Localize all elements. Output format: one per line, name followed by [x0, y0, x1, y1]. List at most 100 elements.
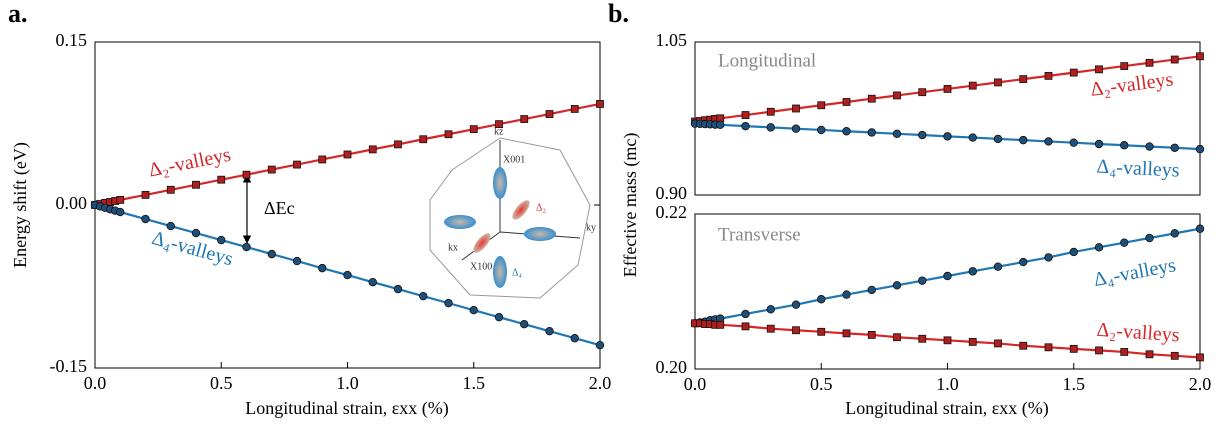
- data-point: [343, 270, 352, 280]
- data-point: [1019, 135, 1028, 145]
- data-point: [192, 180, 200, 189]
- inset-valley: [524, 227, 556, 241]
- data-point: [1095, 346, 1103, 355]
- panel-subtitle: Transverse: [718, 224, 801, 245]
- data-point: [741, 309, 750, 319]
- annotation: ΔEc: [264, 198, 295, 218]
- data-point: [1094, 243, 1104, 252]
- data-point: [141, 190, 150, 199]
- data-point: [867, 128, 876, 137]
- data-point: [545, 110, 554, 118]
- data-point: [217, 235, 226, 245]
- y-axis-label: Energy shift (eV): [10, 142, 31, 268]
- data-point: [1170, 143, 1179, 152]
- data-point: [791, 300, 801, 309]
- data-point: [918, 276, 927, 285]
- y-tick-label: 0.90: [656, 183, 688, 203]
- inset-label: X001: [503, 154, 525, 165]
- data-point: [918, 334, 927, 343]
- data-point: [792, 104, 800, 113]
- data-point: [444, 130, 453, 139]
- data-point: [1170, 229, 1179, 238]
- data-point: [141, 214, 150, 224]
- x-tick-label: 0.0: [684, 374, 707, 394]
- x-tick-label: 0.5: [810, 374, 833, 394]
- data-point: [968, 267, 977, 276]
- data-point: [1069, 344, 1078, 353]
- data-point: [1196, 52, 1204, 61]
- data-point: [1195, 144, 1205, 154]
- data-point: [867, 94, 876, 103]
- data-point: [943, 271, 952, 281]
- inset-valley: [473, 233, 491, 253]
- data-point: [570, 105, 579, 113]
- y-tick-label: 0.22: [656, 202, 688, 222]
- data-point: [318, 155, 327, 164]
- x-axis-label: Longitudinal strain, εxx (%): [245, 398, 449, 419]
- data-point: [1044, 137, 1053, 146]
- data-point: [1094, 139, 1104, 149]
- data-point: [217, 175, 226, 184]
- data-point: [520, 115, 529, 123]
- y-axis-label: Effective mass (mc): [620, 133, 641, 278]
- data-point: [842, 329, 851, 338]
- data-point: [469, 125, 478, 134]
- inset-label: X100: [470, 261, 492, 272]
- data-point: [968, 81, 977, 90]
- data-point: [842, 127, 851, 136]
- data-point: [842, 290, 851, 299]
- series-label: Δ₄-valleys: [1096, 156, 1180, 182]
- data-point: [766, 305, 775, 314]
- data-point: [741, 111, 750, 119]
- data-point: [792, 326, 800, 335]
- panel-subtitle: Longitudinal: [718, 50, 816, 71]
- data-point: [943, 132, 952, 141]
- data-point: [1170, 351, 1179, 360]
- data-point: [842, 98, 851, 106]
- data-point: [867, 330, 876, 339]
- data-point: [994, 339, 1002, 348]
- data-point: [943, 85, 952, 93]
- inset-label: kz: [494, 126, 504, 137]
- data-point: [1145, 142, 1154, 151]
- data-point: [993, 134, 1003, 144]
- data-point: [1069, 68, 1078, 77]
- inset-label: ky: [586, 222, 596, 233]
- data-point: [393, 284, 403, 294]
- y-tick-label: 0.20: [656, 357, 688, 377]
- data-point: [596, 100, 604, 108]
- data-point: [368, 277, 377, 287]
- x-tick-label: 1.5: [1063, 374, 1086, 394]
- data-point: [893, 333, 901, 342]
- panel-label: a.: [8, 0, 28, 28]
- data-point: [545, 326, 554, 336]
- data-point: [1019, 75, 1028, 84]
- data-point: [1195, 224, 1205, 233]
- data-point: [817, 125, 826, 135]
- data-point: [1170, 55, 1179, 64]
- data-point: [1019, 257, 1028, 267]
- data-point: [1145, 350, 1154, 359]
- data-point: [318, 263, 327, 273]
- data-point: [520, 320, 529, 329]
- y-tick-label: 0.00: [56, 193, 88, 213]
- data-point: [242, 170, 251, 179]
- data-point: [419, 135, 428, 144]
- data-point: [817, 295, 826, 304]
- data-point: [741, 322, 750, 331]
- data-point: [716, 120, 725, 130]
- data-point: [892, 129, 902, 138]
- data-point: [166, 185, 175, 194]
- data-point: [1196, 353, 1204, 362]
- data-point: [1044, 253, 1053, 262]
- data-point: [1120, 238, 1129, 247]
- inset-label: kx: [448, 242, 458, 253]
- data-point: [419, 291, 428, 301]
- data-point: [267, 165, 276, 174]
- data-point: [267, 249, 276, 259]
- data-point: [1145, 58, 1154, 67]
- data-point: [116, 207, 125, 217]
- data-point: [766, 107, 775, 116]
- inset-valley: [444, 215, 476, 229]
